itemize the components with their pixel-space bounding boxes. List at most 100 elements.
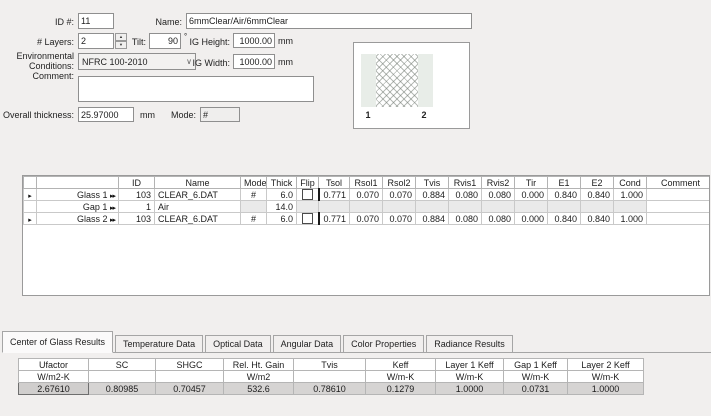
comment-label: Comment: — [32, 71, 74, 81]
flip-checkbox[interactable] — [301, 213, 313, 224]
cell-e2 — [580, 200, 614, 214]
cell-rsol2 — [382, 200, 416, 214]
id-input[interactable] — [78, 13, 114, 29]
cell-mode — [240, 200, 267, 214]
cell-comment[interactable] — [646, 187, 709, 202]
name-input[interactable] — [186, 13, 472, 29]
cell-tir[interactable]: 0.000 — [514, 187, 548, 202]
col-header-comment: Comment — [646, 176, 709, 189]
cell-comment[interactable] — [646, 200, 709, 214]
layer-label: Glass 1 — [76, 189, 108, 200]
unit-cell: W/m-K — [435, 370, 504, 383]
cell-tir — [514, 200, 548, 214]
layers-spinner[interactable]: ▲ ▼ — [115, 33, 127, 49]
cell-flip[interactable] — [296, 212, 319, 226]
cell-tir[interactable]: 0.000 — [514, 212, 548, 226]
cell-tsol[interactable]: 0.771 — [317, 212, 350, 226]
tilt-degree-unit: ° — [184, 32, 188, 41]
cell-rvis2[interactable]: 0.080 — [481, 187, 515, 202]
cell-cond[interactable]: 1.000 — [613, 187, 647, 202]
layer-label: Glass 2 — [76, 213, 108, 224]
layers-input[interactable] — [78, 33, 114, 49]
value-shgc: 0.70457 — [155, 382, 224, 395]
tilt-label: Tilt: — [131, 37, 146, 47]
cell-flip[interactable] — [296, 187, 319, 202]
cell-cond[interactable]: 1.000 — [613, 212, 647, 226]
result-col-shgc: SHGC — [155, 358, 224, 371]
cell-name[interactable]: CLEAR_6.DAT — [154, 187, 241, 202]
table-row-glass-1: ▸ Glass 1 ▸▸ 103 CLEAR_6.DAT # 6.0 0.771… — [23, 187, 709, 202]
result-col-keff: Keff — [365, 358, 436, 371]
col-header-rsol2: Rsol2 — [382, 176, 416, 189]
value-keff: 0.1279 — [365, 382, 436, 395]
unit-cell: W/m-K — [567, 370, 644, 383]
ig-width-label: IG Width: — [192, 58, 230, 68]
cell-mode[interactable]: # — [240, 212, 267, 226]
unit-cell — [155, 370, 224, 383]
cell-e2[interactable]: 0.840 — [580, 187, 614, 202]
tab-optical-data[interactable]: Optical Data — [205, 335, 271, 352]
cell-thick[interactable]: 14.0 — [266, 200, 297, 214]
cell-comment[interactable] — [646, 212, 709, 226]
tab-color-properties[interactable]: Color Properties — [343, 335, 425, 352]
cell-thick[interactable]: 6.0 — [266, 212, 297, 226]
ig-height-input[interactable] — [233, 33, 275, 48]
glazing-preview-panel: 1 2 — [353, 42, 470, 129]
chevron-down-icon: ∨ — [186, 57, 192, 66]
glass-library-button[interactable]: ▸▸ — [109, 192, 116, 200]
table-row-gap-1: Gap 1 ▸▸ 1 Air 14.0 — [23, 200, 709, 214]
ig-width-input[interactable] — [233, 54, 275, 69]
tab-radiance-results[interactable]: Radiance Results — [426, 335, 513, 352]
cell-name[interactable]: Air — [154, 200, 241, 214]
cell-mode[interactable]: # — [240, 187, 267, 202]
cell-tsol[interactable]: 0.771 — [317, 187, 350, 202]
overall-thickness-input[interactable] — [78, 107, 134, 122]
value-layer1-keff: 1.0000 — [435, 382, 504, 395]
value-ufactor: 2.67610 — [18, 382, 89, 395]
cell-e1[interactable]: 0.840 — [547, 187, 581, 202]
cell-tvis[interactable]: 0.884 — [415, 187, 449, 202]
value-gap1-keff: 0.0731 — [503, 382, 568, 395]
cell-rvis1[interactable]: 0.080 — [448, 212, 482, 226]
spinner-up-icon[interactable]: ▲ — [115, 33, 127, 41]
cell-id[interactable]: 103 — [118, 212, 155, 226]
cell-rsol1 — [349, 200, 383, 214]
result-col-layer1-keff: Layer 1 Keff — [435, 358, 504, 371]
results-values-row: 2.67610 0.80985 0.70457 532.6 0.78610 0.… — [18, 382, 644, 395]
value-layer2-keff: 1.0000 — [567, 382, 644, 395]
tilt-input[interactable] — [149, 33, 181, 49]
cell-tvis — [415, 200, 449, 214]
results-tab-strip: Center of Glass Results Temperature Data… — [2, 331, 711, 353]
spinner-down-icon[interactable]: ▼ — [115, 41, 127, 49]
gas-library-button[interactable]: ▸▸ — [109, 204, 116, 212]
cell-rsol2[interactable]: 0.070 — [382, 212, 416, 226]
cell-e1 — [547, 200, 581, 214]
overall-thickness-label: Overall thickness: — [2, 110, 74, 120]
cell-rvis2[interactable]: 0.080 — [481, 212, 515, 226]
cell-name[interactable]: CLEAR_6.DAT — [154, 212, 241, 226]
cell-rvis1[interactable]: 0.080 — [448, 187, 482, 202]
cell-id[interactable]: 103 — [118, 187, 155, 202]
unit-cell: W/m-K — [503, 370, 568, 383]
cell-thick[interactable]: 6.0 — [266, 187, 297, 202]
value-rel-ht-gain: 532.6 — [223, 382, 294, 395]
tab-center-of-glass-results[interactable]: Center of Glass Results — [2, 331, 114, 353]
cell-tvis[interactable]: 0.884 — [415, 212, 449, 226]
glass-library-button[interactable]: ▸▸ — [109, 216, 116, 224]
cell-rsol1[interactable]: 0.070 — [349, 212, 383, 226]
layer-label: Gap 1 — [82, 201, 108, 212]
tab-temperature-data[interactable]: Temperature Data — [115, 335, 204, 352]
gap-1-hatch-graphic — [376, 54, 418, 107]
cell-id[interactable]: 1 — [118, 200, 155, 214]
comment-input[interactable] — [78, 76, 314, 102]
cell-rsol1[interactable]: 0.070 — [349, 187, 383, 202]
environmental-conditions-select[interactable]: NFRC 100-2010 ∨ — [78, 53, 196, 70]
col-header-cond: Cond — [613, 176, 647, 189]
mode-label: Mode: — [170, 110, 196, 120]
tab-angular-data[interactable]: Angular Data — [272, 335, 342, 352]
cell-e1[interactable]: 0.840 — [547, 212, 581, 226]
flip-checkbox[interactable] — [301, 189, 313, 200]
cell-e2[interactable]: 0.840 — [580, 212, 614, 226]
cell-rsol2[interactable]: 0.070 — [382, 187, 416, 202]
